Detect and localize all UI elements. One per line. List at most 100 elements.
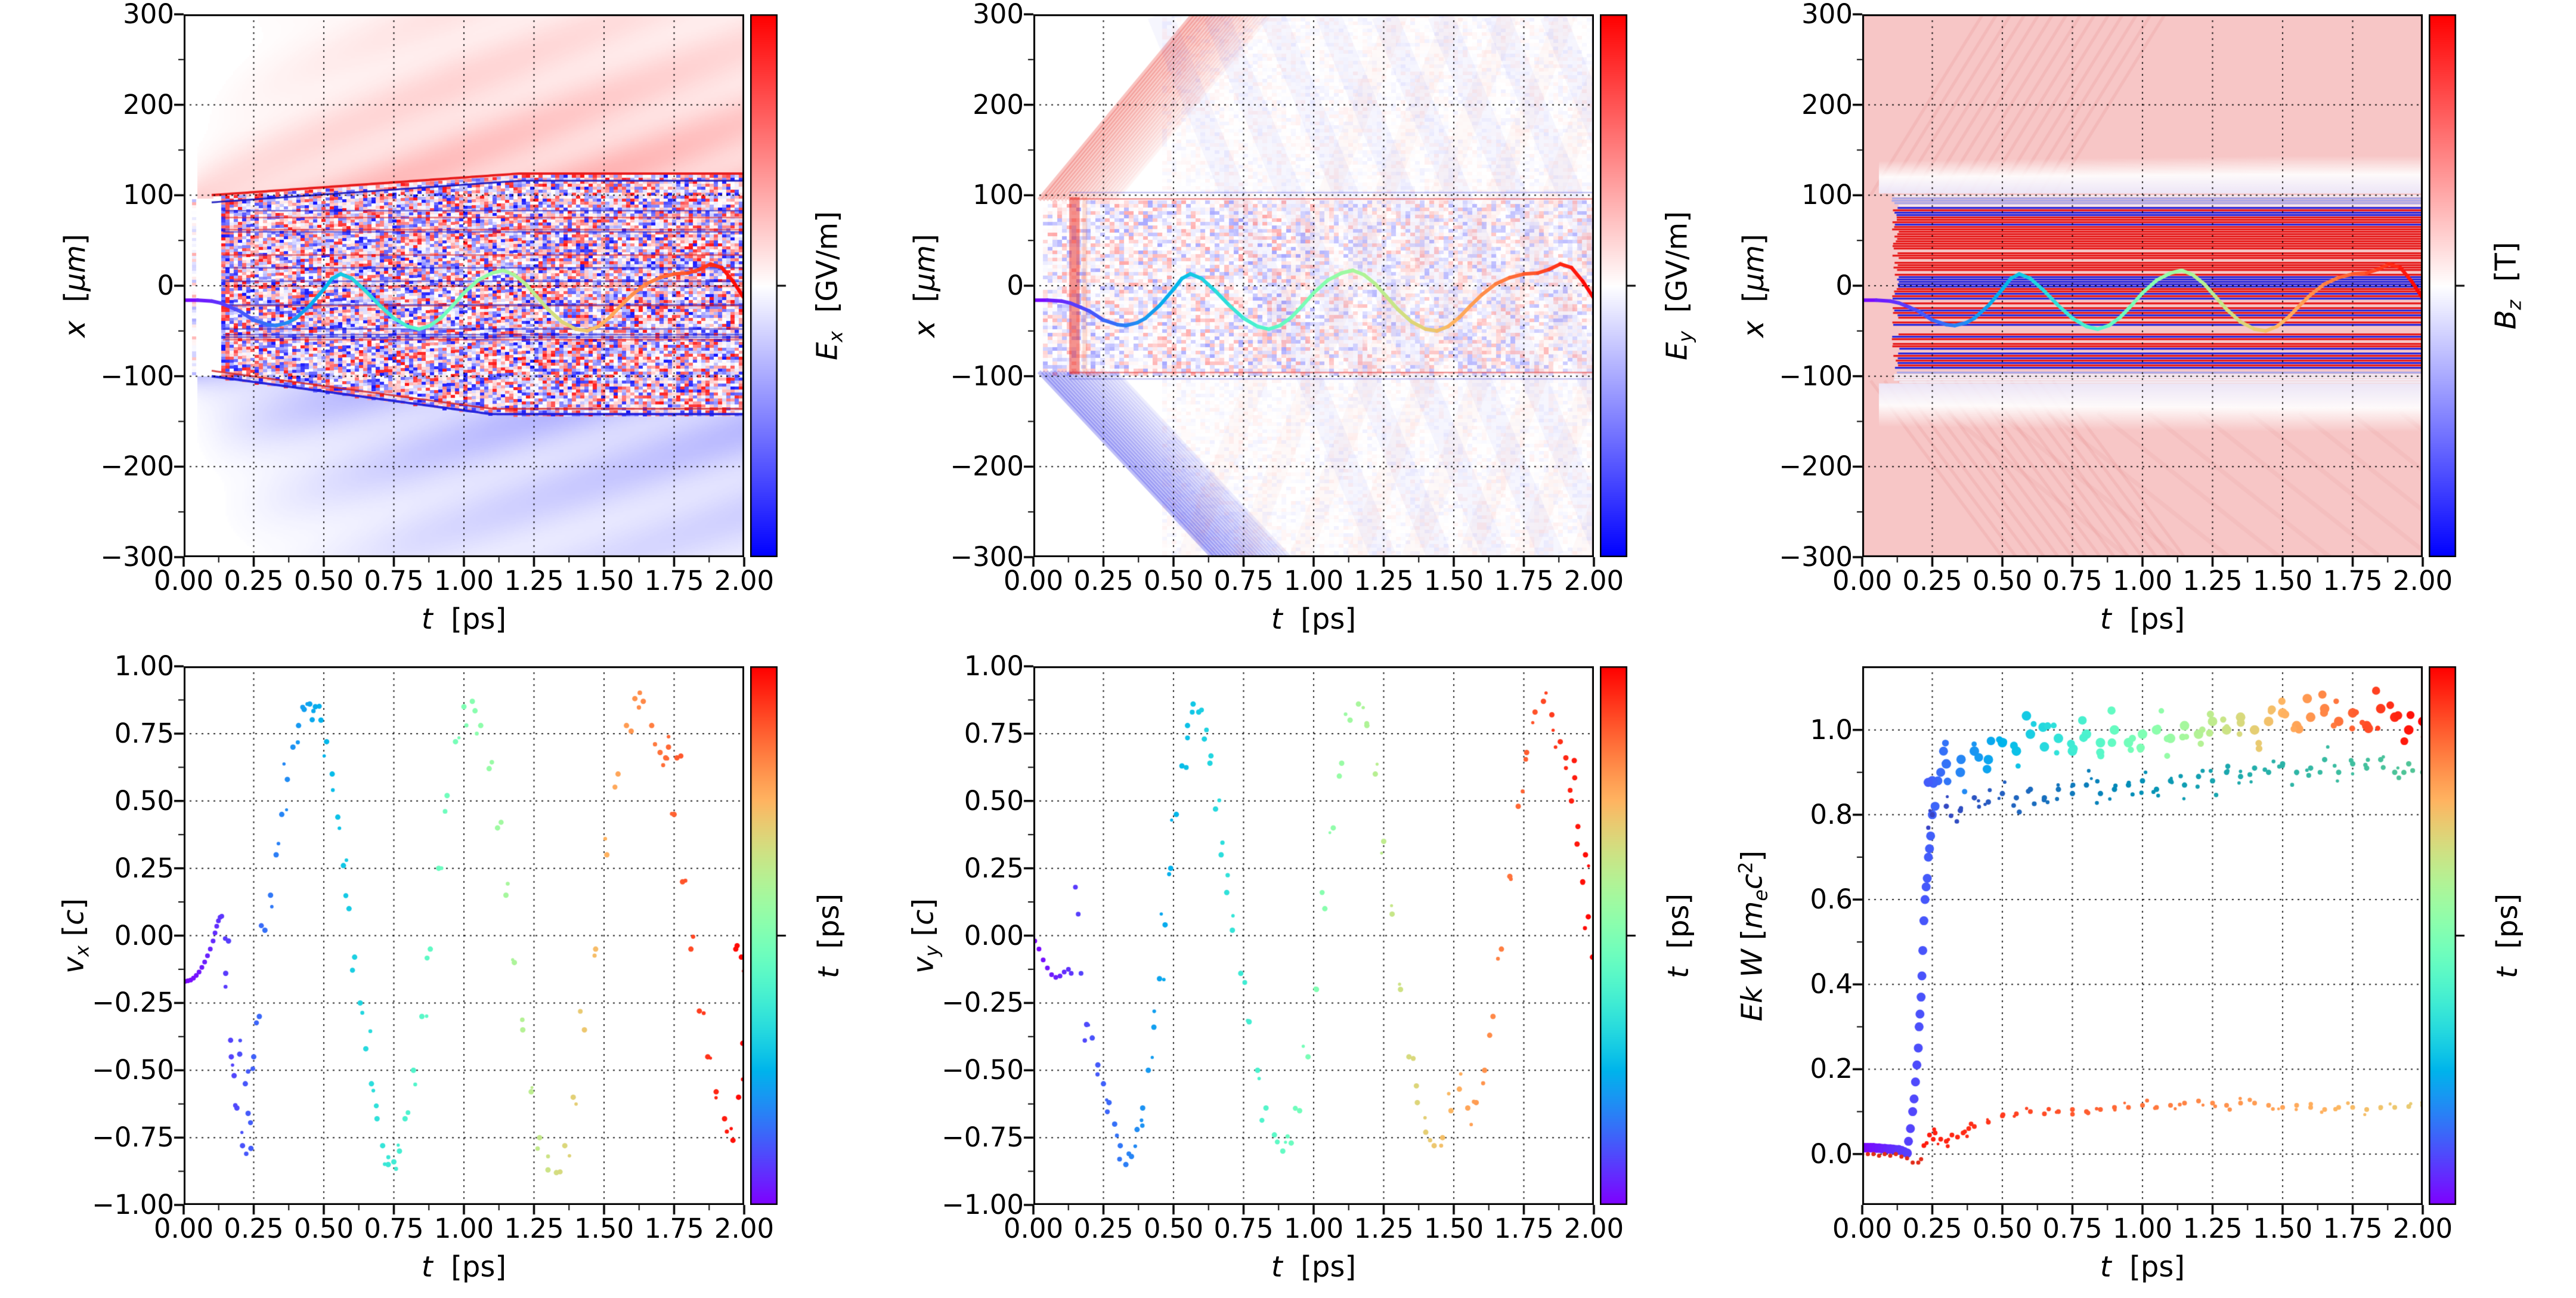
axis-ticks: [1850, 2, 2435, 569]
label-segment: t: [1271, 1250, 1283, 1284]
y-tick-label: 0.00: [964, 919, 1024, 951]
y-tick-label: 0.25: [964, 852, 1024, 884]
y-tick-label: 0.50: [964, 784, 1024, 817]
x-tick-label: 0.75: [364, 565, 424, 597]
y-tick-label: 100: [123, 179, 174, 211]
x-tick-label: 1.25: [1354, 565, 1414, 597]
label-segment: t: [1271, 602, 1283, 636]
x-tick-label: 1.00: [434, 1213, 494, 1244]
x-tick-label: 1.25: [2182, 1213, 2243, 1244]
x-tick-label: 1.00: [1283, 1213, 1344, 1244]
axis-ticks: [172, 2, 756, 569]
x-axis-label: t [ps]: [1271, 1250, 1356, 1284]
y-tick-label: 1.00: [964, 650, 1024, 682]
y-tick-label: 0.75: [114, 717, 174, 749]
y-tick-label: 0: [1835, 270, 1853, 301]
label-segment: t: [421, 602, 433, 636]
label-segment: c: [57, 909, 91, 925]
y-tick-label: 0.50: [114, 784, 174, 817]
x-tick-label: 2.00: [2392, 565, 2453, 597]
y-tick-label: 0: [157, 270, 174, 301]
x-tick-label: 0.75: [364, 1213, 424, 1244]
x-axis-label: t [ps]: [2100, 1250, 2185, 1284]
y-tick-label: 200: [123, 88, 174, 120]
x-axis-label: t [ps]: [422, 602, 506, 636]
label-segment: x: [58, 320, 92, 338]
label-segment: t: [2491, 966, 2524, 978]
colorbar-label: t [ps]: [2491, 893, 2524, 978]
label-segment: m: [1735, 901, 1769, 929]
t-colorbar: [2429, 666, 2467, 1205]
label-segment: [ps]: [1282, 1250, 1357, 1284]
x-tick-label: 1.00: [2112, 565, 2173, 597]
x-tick-label: 0.00: [1003, 565, 1064, 597]
y-tick-label: 1.0: [1810, 713, 1853, 746]
label-segment: x: [908, 320, 942, 338]
label-segment: ]: [1737, 234, 1770, 245]
x-tick-label: 2.00: [1563, 565, 1624, 597]
label-segment: ]: [906, 898, 940, 910]
x-tick-label: 1.50: [1423, 565, 1484, 597]
label-segment: [: [58, 291, 92, 321]
label-segment: [ps]: [1282, 602, 1357, 636]
label-segment: [GV/m]: [1660, 211, 1694, 331]
colorbar-label: Ex [GV/m]: [811, 211, 847, 360]
x-tick-label: 1.75: [1494, 1213, 1554, 1244]
label-segment: μm: [908, 245, 942, 292]
x-tick-label: 1.25: [504, 1213, 564, 1244]
label-segment: Ek W: [1735, 948, 1769, 1021]
x-tick-label: 1.75: [644, 565, 704, 597]
label-segment: x: [72, 945, 94, 957]
label-segment: t: [421, 1250, 433, 1284]
x-tick-label: 2.00: [714, 1213, 775, 1244]
ex-colorbar: [750, 14, 788, 557]
colorbar-label: t [ps]: [1662, 893, 1695, 978]
label-segment: y: [921, 945, 943, 957]
x-tick-label: 0.00: [153, 565, 214, 597]
label-segment: 2: [1735, 861, 1757, 874]
axis-ticks: [1021, 2, 1606, 569]
label-segment: e: [1750, 889, 1772, 901]
y-tick-label: −200: [100, 450, 174, 483]
label-segment: μm: [1737, 245, 1770, 292]
label-segment: c: [1735, 873, 1769, 889]
x-tick-label: 1.25: [1354, 1213, 1414, 1244]
label-segment: [: [1735, 928, 1769, 949]
y-tick-label: 1.00: [114, 650, 174, 682]
y-tick-label: 0.25: [114, 852, 174, 884]
x-tick-label: 0.50: [293, 565, 354, 597]
y-tick-label: −100: [100, 360, 174, 392]
label-segment: x: [825, 330, 847, 342]
label-segment: [T]: [2489, 242, 2523, 300]
label-segment: t: [812, 966, 846, 978]
label-segment: v: [906, 956, 940, 974]
x-tick-label: 0.25: [1902, 1213, 1962, 1244]
label-segment: [: [57, 925, 91, 945]
label-segment: [: [1737, 291, 1770, 321]
label-segment: v: [57, 956, 91, 974]
x-tick-label: 0.00: [153, 1213, 214, 1244]
label-segment: t: [2100, 1250, 2111, 1284]
y-tick-label: 0.75: [964, 717, 1024, 749]
y-tick-label: −1.00: [92, 1189, 174, 1220]
x-tick-label: 0.25: [1073, 1213, 1134, 1244]
y-tick-label: 0.0: [1810, 1138, 1853, 1170]
label-segment: [ps]: [812, 893, 846, 967]
x-tick-label: 0.75: [1213, 565, 1274, 597]
label-segment: z: [2504, 299, 2526, 310]
x-tick-label: 1.00: [1283, 565, 1344, 597]
x-tick-label: 1.50: [1423, 1213, 1484, 1244]
y-tick-label: −300: [100, 541, 174, 573]
y-axis-label: vx [c]: [57, 898, 94, 973]
x-tick-label: 0.25: [1073, 565, 1134, 597]
x-tick-label: 0.75: [1213, 1213, 1274, 1244]
label-segment: x: [1737, 320, 1770, 338]
y-tick-label: 200: [973, 88, 1024, 120]
x-axis-label: t [ps]: [2100, 602, 2185, 636]
x-tick-label: 1.00: [434, 565, 494, 597]
label-segment: t: [1662, 966, 1695, 978]
x-tick-label: 0.25: [224, 1213, 284, 1244]
x-tick-label: 1.00: [2112, 1213, 2173, 1244]
label-segment: ]: [908, 234, 942, 245]
label-segment: [: [908, 291, 942, 321]
